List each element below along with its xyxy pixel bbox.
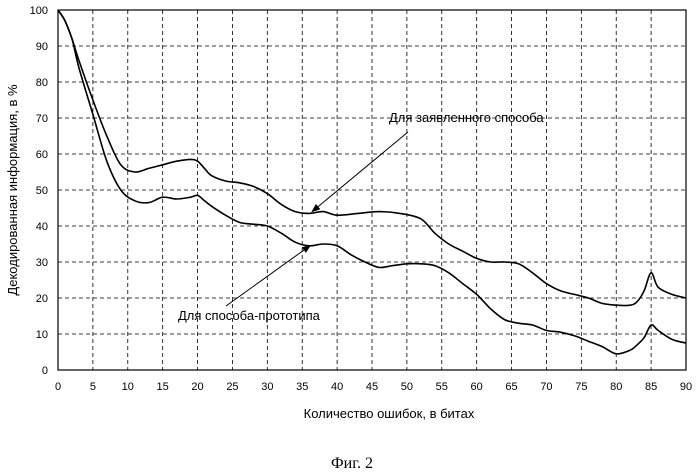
y-tick-label: 20 <box>36 293 48 305</box>
x-tick-label: 35 <box>296 381 308 393</box>
annotation-label-claimed-method: Для заявленного способа <box>389 110 544 125</box>
y-tick-label: 0 <box>42 365 48 377</box>
y-tick-label: 60 <box>36 149 48 161</box>
x-tick-label: 30 <box>261 381 273 393</box>
chart: 0 5 10 15 20 25 30 35 40 45 50 55 60 65 70 75 80 85 90 0 10… <box>0 0 700 476</box>
x-tick-label: 0 <box>55 381 61 393</box>
x-tick-label: 90 <box>680 381 692 393</box>
x-tick-label: 20 <box>191 381 203 393</box>
figure-caption: Фиг. 2 <box>331 455 373 472</box>
y-axis-label: Декодированная информация, в % <box>5 84 20 296</box>
y-tick-labels: 0 10 20 30 40 50 60 70 80 90 100 <box>30 5 48 377</box>
x-tick-label: 85 <box>645 381 657 393</box>
x-tick-label: 50 <box>401 381 413 393</box>
annotation-arrow-claimed-method <box>318 132 408 207</box>
x-tick-label: 15 <box>157 381 169 393</box>
x-axis-label: Количество ошибок, в битах <box>304 406 475 421</box>
x-tick-label: 60 <box>471 381 483 393</box>
x-tick-label: 75 <box>575 381 587 393</box>
x-tick-label: 55 <box>436 381 448 393</box>
x-tick-label: 80 <box>610 381 622 393</box>
grid-lines <box>58 10 686 370</box>
x-tick-label: 70 <box>540 381 552 393</box>
y-tick-label: 40 <box>36 221 48 233</box>
y-tick-label: 100 <box>30 5 48 17</box>
y-tick-label: 70 <box>36 113 48 125</box>
x-tick-label: 25 <box>226 381 238 393</box>
annotation-arrowhead-prototype-method <box>302 245 311 253</box>
x-tick-label: 40 <box>331 381 343 393</box>
annotation-label-prototype-method: Для способа-прототипа <box>178 308 321 323</box>
x-tick-label: 45 <box>366 381 378 393</box>
y-tick-label: 80 <box>36 77 48 89</box>
y-tick-label: 90 <box>36 41 48 53</box>
x-tick-labels: 0 5 10 15 20 25 30 35 40 45 50 55 60 65 70 75 80 85 90 <box>55 381 692 393</box>
y-tick-label: 30 <box>36 257 48 269</box>
x-tick-label: 5 <box>90 381 96 393</box>
y-tick-label: 10 <box>36 329 48 341</box>
x-tick-label: 10 <box>122 381 134 393</box>
x-tick-label: 65 <box>505 381 517 393</box>
y-tick-label: 50 <box>36 185 48 197</box>
